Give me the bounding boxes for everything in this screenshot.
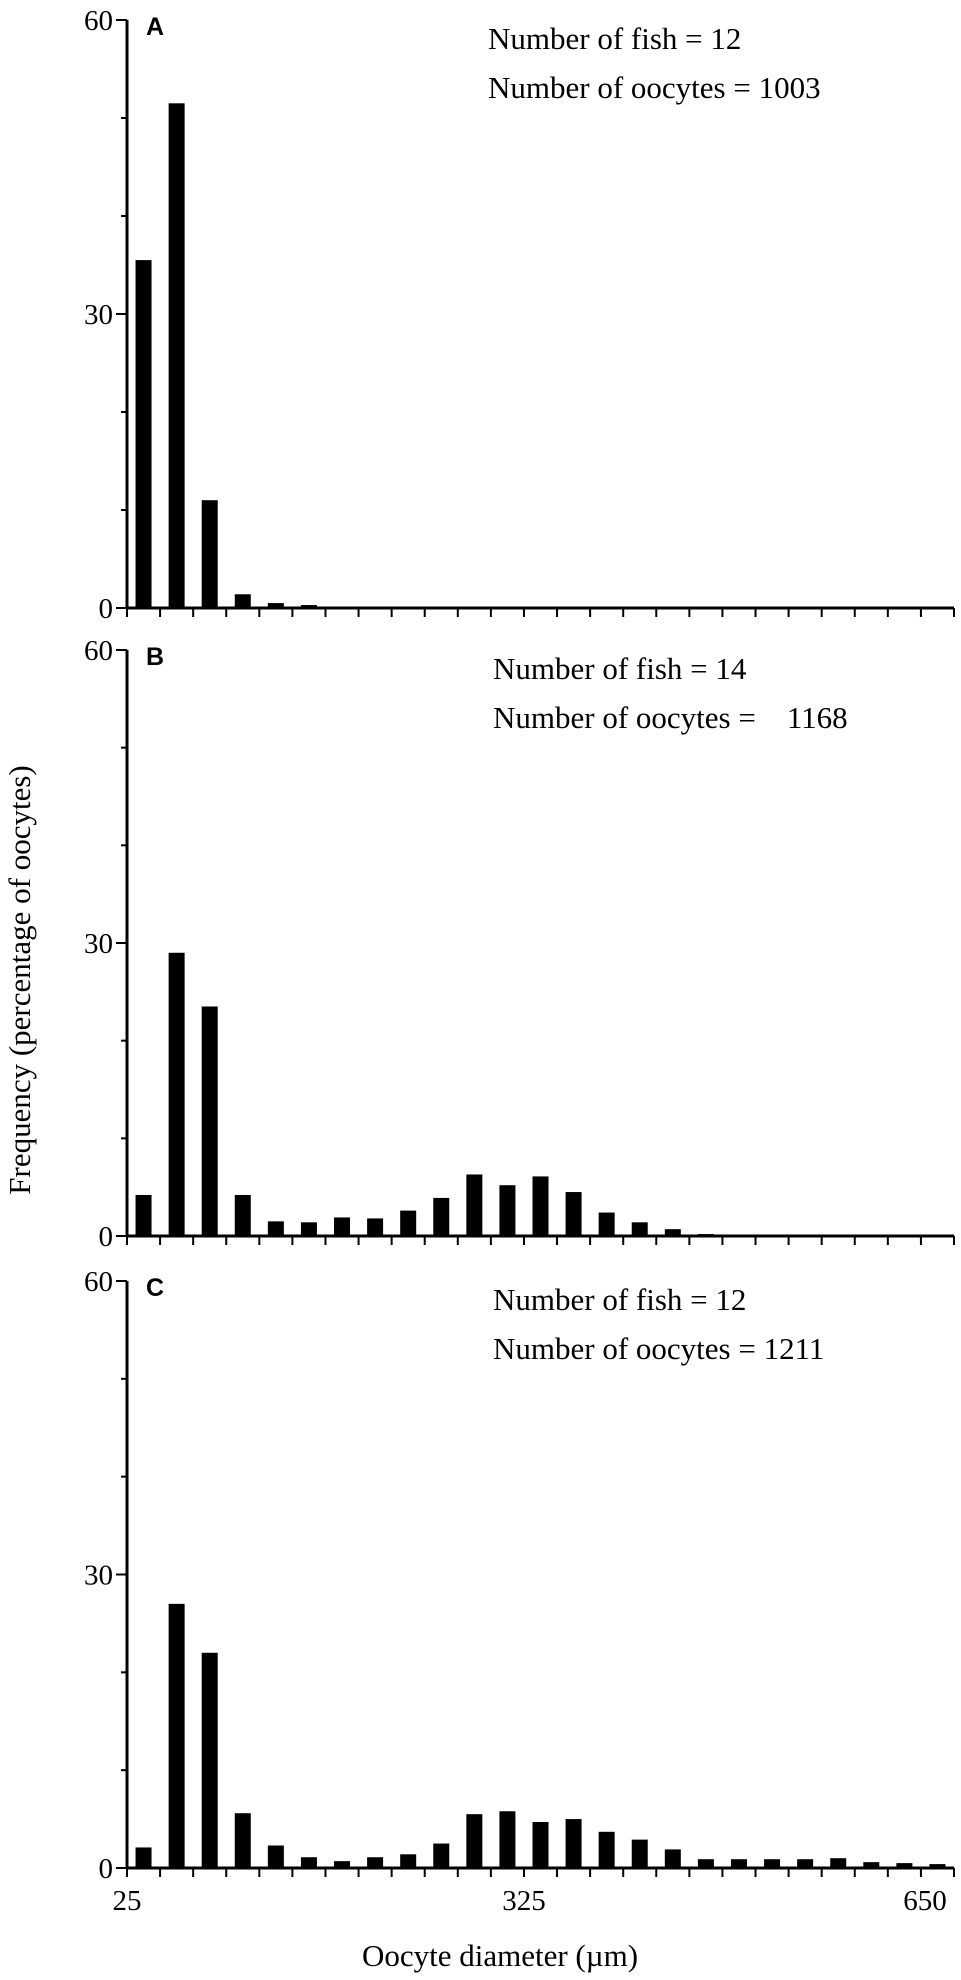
- bar: [466, 1814, 483, 1868]
- bar: [168, 952, 185, 1236]
- annotation-line: Number of oocytes = 1211: [493, 1331, 824, 1366]
- bar: [300, 1222, 317, 1236]
- bar: [334, 1861, 351, 1868]
- annotation-line: Number of oocytes = 1168: [493, 700, 848, 735]
- bar: [267, 603, 284, 608]
- x-tick-labels: 25 325 650: [113, 1885, 947, 1917]
- y-tick-label: 30: [84, 928, 113, 960]
- bar: [300, 1857, 317, 1868]
- bar: [334, 1217, 351, 1236]
- bar: [532, 1822, 549, 1868]
- bar: [135, 1194, 152, 1236]
- panel-label: B: [146, 643, 164, 671]
- bar: [697, 1859, 714, 1868]
- panel-a: 60 30 0 A Number of fish = 12 Number of oocyt…: [84, 5, 955, 625]
- y-tick-label: 60: [84, 635, 113, 667]
- bar: [466, 1174, 483, 1236]
- bar: [664, 1849, 681, 1868]
- x-tick-label: 650: [903, 1885, 947, 1917]
- bar: [267, 1845, 284, 1868]
- bar: [367, 1218, 384, 1236]
- bar: [400, 1210, 417, 1236]
- bar: [797, 1859, 814, 1868]
- x-axis-title: Oocyte diameter (µm): [362, 1938, 638, 1973]
- bar: [764, 1859, 781, 1868]
- bar: [367, 1857, 384, 1868]
- bar: [565, 1192, 582, 1236]
- y-tick-label: 30: [84, 299, 113, 331]
- x-tick-label: 325: [502, 1885, 546, 1917]
- y-axis-title: Frequency (percentage of oocytes): [2, 765, 37, 1195]
- annotation-line: Number of fish = 12: [493, 1282, 746, 1317]
- bar: [598, 1831, 615, 1868]
- y-tick-label: 60: [84, 1266, 113, 1298]
- panel-label: A: [146, 13, 164, 41]
- bar: [730, 1859, 747, 1868]
- bar: [598, 1212, 615, 1236]
- annotation-line: Number of fish = 12: [488, 21, 741, 56]
- panels: 60 30 0 A Number of fish = 12 Number of oocyt…: [84, 5, 955, 1885]
- bar: [433, 1197, 450, 1236]
- bar: [631, 1839, 648, 1868]
- bar: [664, 1229, 681, 1236]
- bar: [234, 594, 251, 608]
- y-tick-label: 0: [99, 593, 114, 625]
- bar: [201, 500, 218, 608]
- y-tick-label: 30: [84, 1560, 113, 1592]
- panel-c: 60 30 0 C Number of fish = 12 Number of oocyt…: [84, 1266, 955, 1885]
- bar: [896, 1863, 913, 1868]
- bar: [135, 260, 152, 608]
- bar: [300, 605, 317, 608]
- y-tick-label: 60: [84, 5, 113, 37]
- bar: [499, 1185, 516, 1236]
- bar: [499, 1811, 516, 1868]
- panel-b: 60 30 0 B Number of fish = 14 Number of oocyt…: [84, 635, 955, 1253]
- bar: [201, 1006, 218, 1236]
- bar: [168, 1603, 185, 1868]
- bar: [400, 1854, 417, 1868]
- annotation-line: Number of fish = 14: [493, 651, 747, 686]
- bar: [532, 1176, 549, 1236]
- x-tick-label: 25: [113, 1885, 142, 1917]
- bar: [201, 1652, 218, 1868]
- bar: [234, 1813, 251, 1868]
- bar: [929, 1864, 946, 1868]
- bar: [565, 1819, 582, 1868]
- bar: [631, 1222, 648, 1236]
- bar: [267, 1221, 284, 1236]
- bar: [433, 1843, 450, 1868]
- bar: [168, 103, 185, 609]
- panel-label: C: [146, 1274, 164, 1302]
- bar: [730, 1234, 747, 1236]
- annotation-line: Number of oocytes = 1003: [488, 70, 821, 105]
- bar: [697, 1234, 714, 1236]
- bar: [234, 1194, 251, 1236]
- bar: [830, 1858, 847, 1868]
- y-tick-label: 0: [99, 1221, 114, 1253]
- bar: [863, 1862, 880, 1868]
- y-tick-label: 0: [99, 1853, 114, 1885]
- bar: [135, 1847, 152, 1868]
